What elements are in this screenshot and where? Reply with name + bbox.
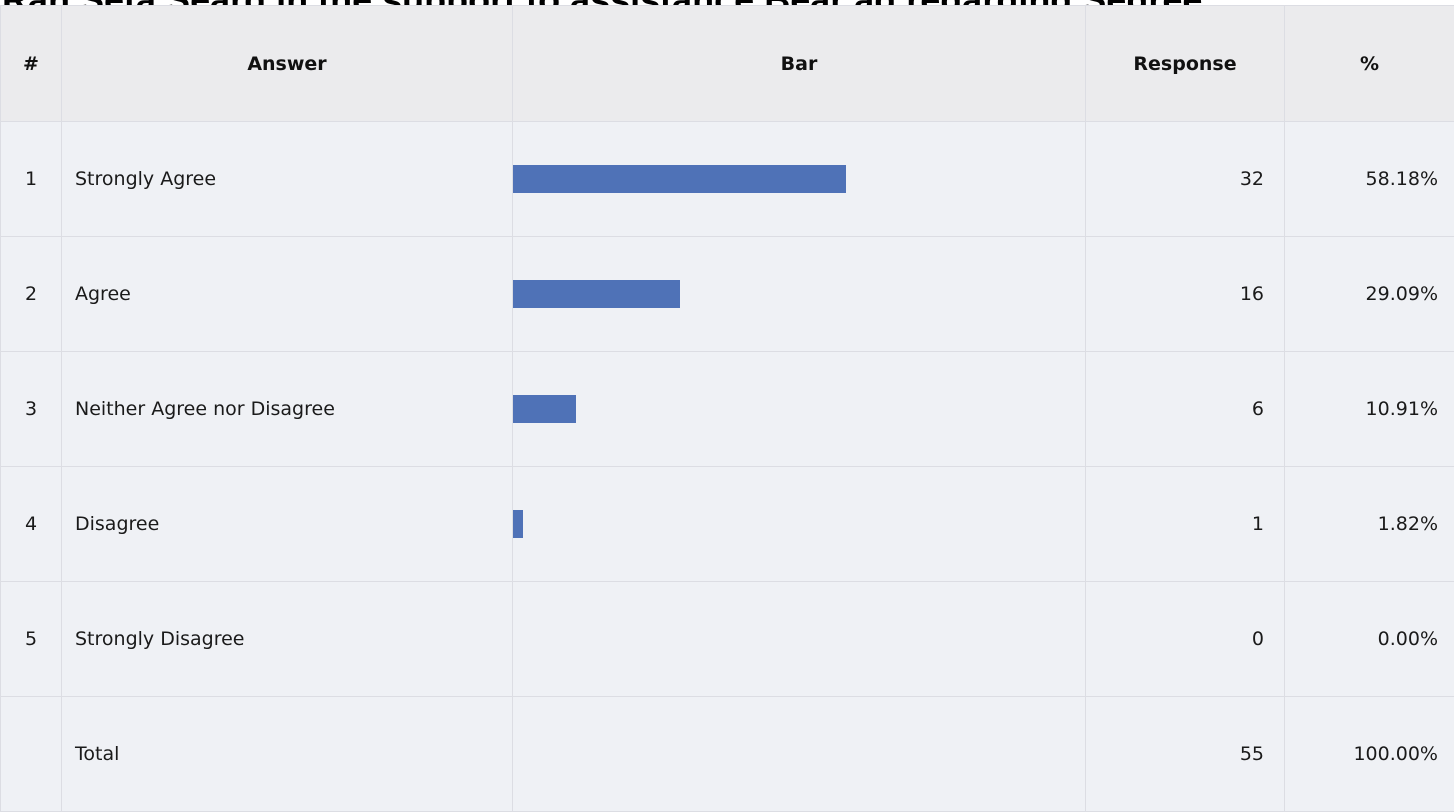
header-response: Response xyxy=(1086,6,1285,122)
total-response: 55 xyxy=(1086,697,1285,812)
bar-agree xyxy=(513,280,680,308)
bar-disagree xyxy=(513,510,523,538)
header-row: # Answer Bar Response % xyxy=(1,6,1454,122)
bar-neither xyxy=(513,395,576,423)
table-row: 1 Strongly Agree 32 58.18% xyxy=(1,122,1454,237)
table-row: 4 Disagree 1 1.82% xyxy=(1,467,1454,582)
total-bar-cell xyxy=(513,697,1086,812)
results-table-container: # Answer Bar Response % 1 Strongly Agree… xyxy=(0,5,1454,810)
row-percent: 10.91% xyxy=(1285,352,1454,467)
results-table: # Answer Bar Response % 1 Strongly Agree… xyxy=(0,5,1454,812)
row-bar-cell xyxy=(513,352,1086,467)
row-index: 5 xyxy=(1,582,62,697)
row-percent: 29.09% xyxy=(1285,237,1454,352)
total-percent: 100.00% xyxy=(1285,697,1454,812)
row-index: 1 xyxy=(1,122,62,237)
header-bar: Bar xyxy=(513,6,1086,122)
table-row: 3 Neither Agree nor Disagree 6 10.91% xyxy=(1,352,1454,467)
row-bar-cell xyxy=(513,467,1086,582)
row-response: 16 xyxy=(1086,237,1285,352)
row-answer: Disagree xyxy=(62,467,513,582)
total-label: Total xyxy=(62,697,513,812)
row-response: 6 xyxy=(1086,352,1285,467)
row-answer: Strongly Disagree xyxy=(62,582,513,697)
total-index xyxy=(1,697,62,812)
row-percent: 58.18% xyxy=(1285,122,1454,237)
row-percent: 1.82% xyxy=(1285,467,1454,582)
row-answer: Agree xyxy=(62,237,513,352)
table-row: 5 Strongly Disagree 0 0.00% xyxy=(1,582,1454,697)
row-percent: 0.00% xyxy=(1285,582,1454,697)
row-response: 1 xyxy=(1086,467,1285,582)
header-index: # xyxy=(1,6,62,122)
row-index: 2 xyxy=(1,237,62,352)
total-row: Total 55 100.00% xyxy=(1,697,1454,812)
row-bar-cell xyxy=(513,237,1086,352)
row-index: 3 xyxy=(1,352,62,467)
bar-strongly-agree xyxy=(513,165,846,193)
header-percent: % xyxy=(1285,6,1454,122)
row-bar-cell xyxy=(513,582,1086,697)
row-index: 4 xyxy=(1,467,62,582)
row-answer: Neither Agree nor Disagree xyxy=(62,352,513,467)
table-row: 2 Agree 16 29.09% xyxy=(1,237,1454,352)
header-answer: Answer xyxy=(62,6,513,122)
row-response: 32 xyxy=(1086,122,1285,237)
row-bar-cell xyxy=(513,122,1086,237)
row-response: 0 xyxy=(1086,582,1285,697)
row-answer: Strongly Agree xyxy=(62,122,513,237)
